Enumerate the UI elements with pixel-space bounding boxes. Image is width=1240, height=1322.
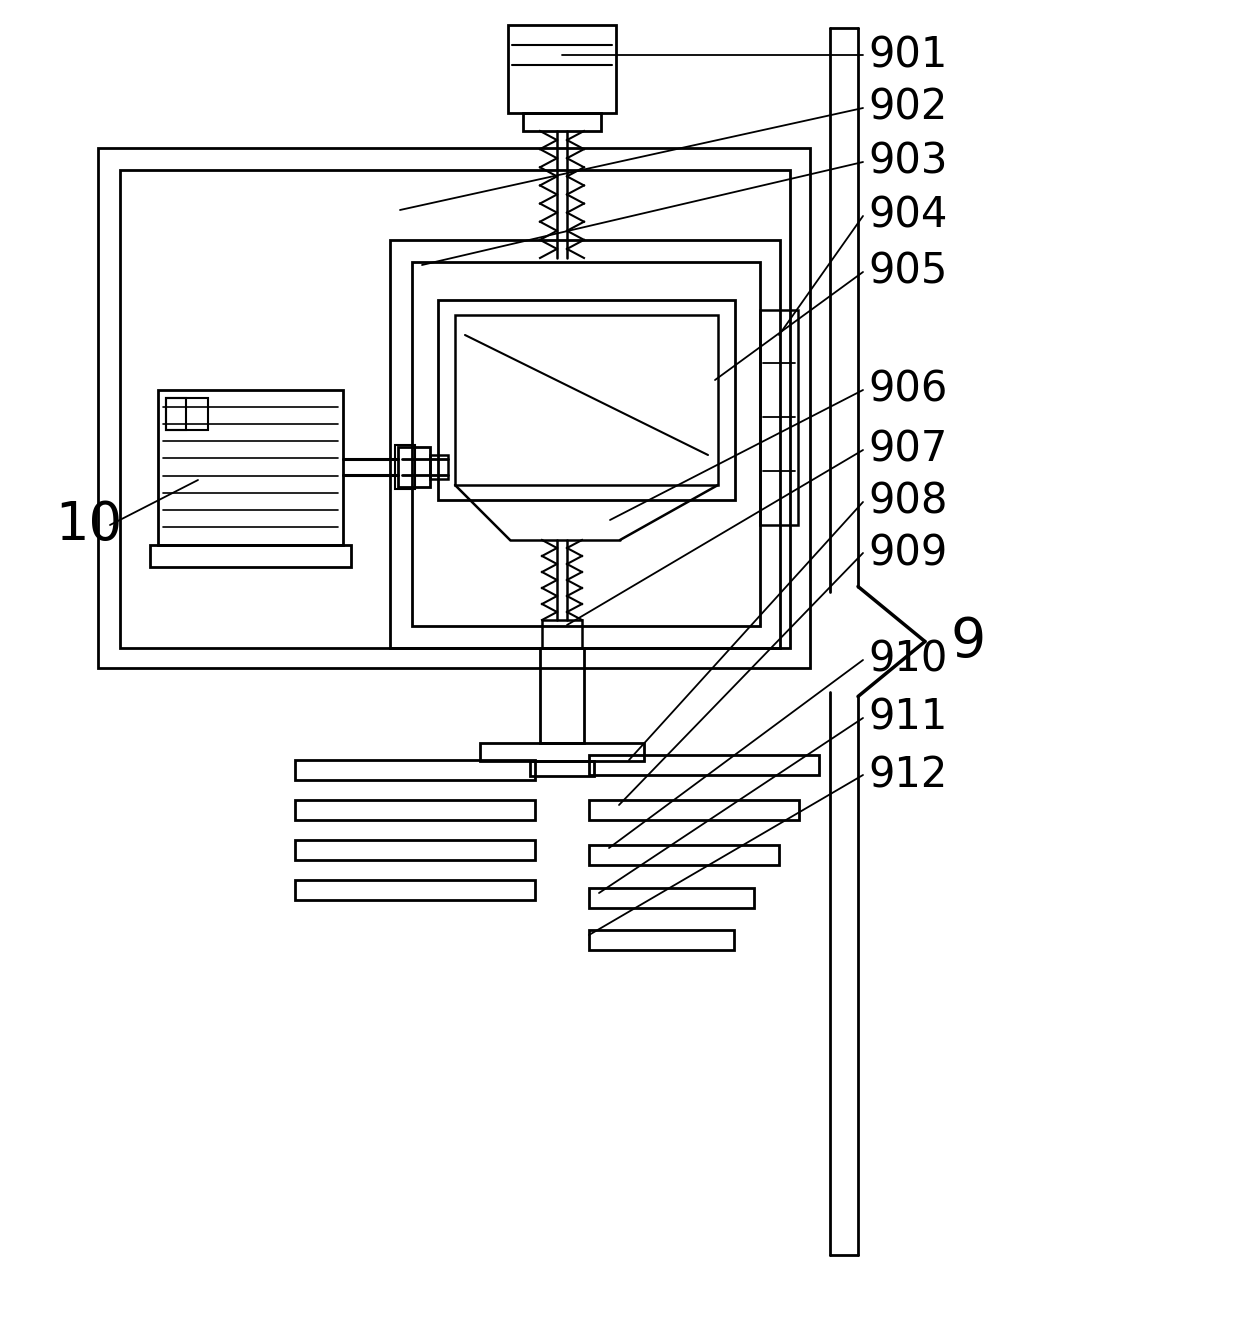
Text: 901: 901	[868, 34, 947, 75]
Text: 903: 903	[868, 141, 947, 182]
Bar	[542, 620, 582, 648]
Bar	[760, 309, 799, 525]
Bar	[295, 839, 534, 861]
Bar	[539, 648, 584, 743]
Text: 904: 904	[868, 196, 947, 237]
Bar	[295, 880, 534, 900]
Bar	[589, 929, 734, 951]
Text: 907: 907	[868, 430, 947, 471]
Text: 912: 912	[868, 754, 947, 796]
Text: 902: 902	[868, 87, 947, 130]
Text: 906: 906	[868, 369, 947, 411]
Bar	[412, 262, 760, 627]
Text: 911: 911	[868, 697, 947, 739]
Bar	[398, 447, 430, 486]
Text: 9: 9	[950, 615, 986, 669]
Bar	[508, 25, 616, 112]
Text: 905: 905	[868, 251, 947, 293]
Bar	[157, 390, 343, 545]
Bar	[589, 755, 818, 775]
Text: 10: 10	[55, 498, 122, 551]
Bar	[589, 888, 754, 908]
Bar	[589, 845, 779, 865]
Bar	[391, 241, 780, 648]
Bar	[430, 455, 448, 479]
Bar	[120, 171, 790, 648]
Bar	[295, 760, 534, 780]
Bar	[589, 800, 799, 820]
Bar	[98, 148, 810, 668]
Bar	[480, 743, 644, 761]
Text: 909: 909	[868, 531, 947, 574]
Bar	[295, 800, 534, 820]
Bar	[166, 398, 208, 430]
Bar	[396, 446, 415, 489]
Bar	[150, 545, 351, 567]
Text: 910: 910	[868, 639, 947, 681]
Bar	[455, 315, 718, 485]
Bar	[438, 300, 735, 500]
Text: 908: 908	[868, 481, 947, 524]
Bar	[166, 398, 186, 430]
Bar	[523, 112, 601, 131]
Bar	[529, 761, 594, 776]
